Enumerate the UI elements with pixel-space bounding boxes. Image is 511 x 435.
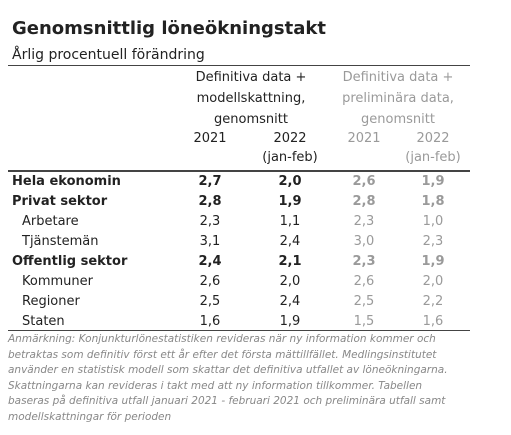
cell: 1,9: [421, 254, 445, 269]
column-header: 2022: [416, 131, 450, 146]
cell: 3,0: [353, 234, 375, 249]
row-label: Regioner: [22, 294, 80, 309]
cell: 2,3: [199, 214, 221, 229]
subtitle: Årlig procentuell förändring: [12, 47, 205, 63]
cell: 2,8: [352, 194, 376, 209]
cell: 2,3: [422, 234, 444, 249]
cell: 1,9: [278, 194, 302, 209]
cell: 1,9: [279, 314, 301, 329]
row-label: Tjänstemän: [22, 234, 99, 249]
cell: 2,5: [353, 294, 375, 309]
column-header: (jan-feb): [262, 150, 318, 165]
rule: [8, 65, 470, 66]
cell: 2,0: [278, 174, 302, 189]
row-label: Kommuner: [22, 274, 93, 289]
cell: 1,9: [421, 174, 445, 189]
cell: 1,6: [422, 314, 444, 329]
row-label: Arbetare: [22, 214, 79, 229]
group-header: genomsnitt: [214, 112, 288, 127]
cell: 2,6: [353, 274, 375, 289]
title: Genomsnittlig löneökningstakt: [12, 18, 326, 39]
cell: 1,0: [422, 214, 444, 229]
cell: 1,5: [353, 314, 375, 329]
rule: [8, 330, 470, 331]
cell: 1,1: [279, 214, 301, 229]
cell: 2,5: [199, 294, 221, 309]
cell: 1,6: [199, 314, 221, 329]
cell: 1,8: [421, 194, 445, 209]
cell: 2,6: [199, 274, 221, 289]
group-header: Definitiva data +: [195, 70, 307, 85]
rule: [8, 170, 470, 172]
cell: 2,6: [352, 174, 376, 189]
cell: 2,4: [279, 234, 301, 249]
group-header: modellskattning,: [196, 91, 306, 106]
cell: 2,3: [352, 254, 376, 269]
cell: 2,7: [198, 174, 222, 189]
group-header: preliminära data,: [342, 91, 454, 106]
cell: 2,2: [422, 294, 444, 309]
cell: 2,0: [279, 274, 301, 289]
cell: 2,3: [353, 214, 375, 229]
note: Anmärkning: Konjunkturlönestatistiken re…: [8, 333, 448, 423]
column-header: 2021: [347, 131, 381, 146]
row-label: Hela ekonomin: [12, 174, 121, 189]
group-header: Definitiva data +: [342, 70, 454, 85]
column-header: (jan-feb): [405, 150, 461, 165]
cell: 2,0: [422, 274, 444, 289]
row-label: Staten: [22, 314, 65, 329]
cell: 2,4: [198, 254, 222, 269]
cell: 3,1: [199, 234, 221, 249]
cell: 2,1: [278, 254, 302, 269]
cell: 2,4: [279, 294, 301, 309]
group-header: genomsnitt: [361, 112, 435, 127]
row-label: Offentlig sektor: [12, 254, 128, 269]
row-label: Privat sektor: [12, 194, 108, 209]
cell: 2,8: [198, 194, 222, 209]
column-header: 2022: [273, 131, 307, 146]
column-header: 2021: [193, 131, 227, 146]
